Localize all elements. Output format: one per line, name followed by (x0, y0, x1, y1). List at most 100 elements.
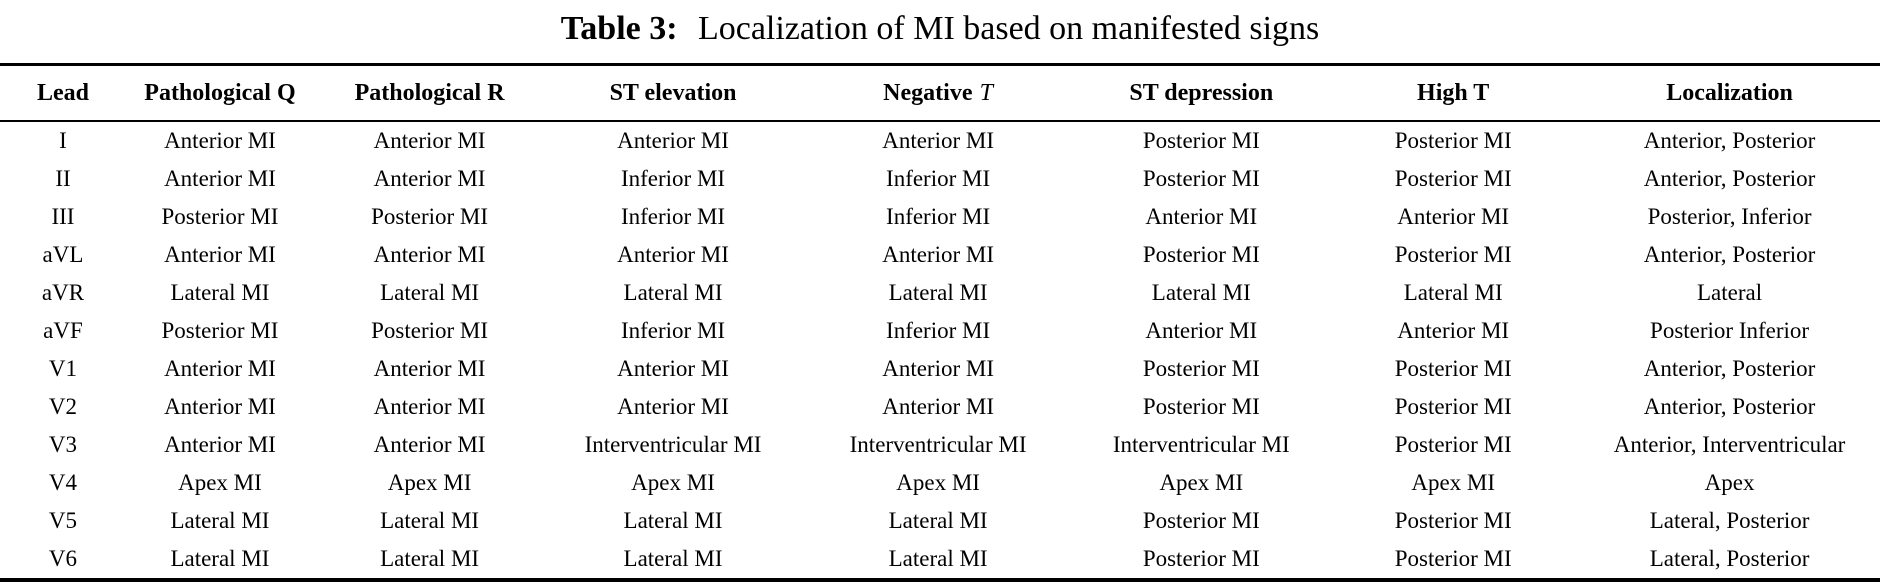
value-cell: Posterior MI (1142, 166, 1260, 191)
value-cell: Lateral MI (888, 546, 988, 571)
value-cell: Lateral, Posterior (1649, 508, 1810, 533)
value-cell: Posterior MI (1394, 242, 1512, 267)
value-cell: Lateral, Posterior (1649, 546, 1810, 571)
value-cell: Interventricular MI (849, 432, 1027, 457)
col-header-label: Pathological R (354, 79, 505, 106)
col-header-label: ST depression (1129, 79, 1274, 106)
value-cell: Lateral (1697, 280, 1763, 305)
value-cell: Posterior MI (1394, 166, 1512, 191)
value-cell: Posterior MI (1394, 432, 1512, 457)
value-cell: Lateral MI (888, 508, 988, 533)
col-header-st-depression: ST depression (1075, 64, 1328, 122)
value-cell: Anterior MI (373, 356, 486, 381)
value-cell: Anterior MI (164, 242, 276, 267)
table-row: aVR Lateral MI Lateral MI Lateral MI Lateral… (0, 274, 1880, 312)
value-cell: Anterior MI (1397, 318, 1510, 343)
value-cell: Posterior MI (1142, 546, 1260, 571)
value-cell: Posterior MI (161, 318, 279, 343)
value-cell: Apex MI (387, 470, 472, 495)
value-cell: Lateral MI (888, 280, 988, 305)
col-header-label: Pathological Q (144, 79, 296, 106)
table-row: III Posterior MI Posterior MI Inferior MI In… (0, 198, 1880, 236)
value-cell: Anterior MI (617, 356, 729, 381)
lead-cell: V3 (48, 432, 78, 457)
value-cell: Anterior MI (617, 242, 729, 267)
col-header-label: Lead (36, 79, 89, 106)
value-cell: Anterior MI (1397, 204, 1510, 229)
value-cell: Apex (1704, 470, 1755, 495)
col-header-label: Negative (883, 79, 973, 106)
value-cell: Anterior MI (882, 128, 994, 153)
value-cell: Apex MI (896, 470, 980, 495)
lead-cell: aVF (43, 318, 83, 343)
table-row: V6 Lateral MI Lateral MI Lateral MI Lateral … (0, 540, 1880, 580)
value-cell: Anterior, Posterior (1643, 128, 1816, 153)
table-row: I Anterior MI Anterior MI Anterior MI Anteri… (0, 121, 1880, 160)
value-cell: Lateral MI (170, 546, 270, 571)
value-cell: Posterior MI (371, 318, 489, 343)
value-cell: Anterior MI (164, 166, 276, 191)
table-number-label: Table 3: (560, 9, 678, 47)
value-cell: Lateral MI (170, 280, 270, 305)
lead-cell: V2 (48, 394, 78, 419)
lead-cell: V4 (48, 470, 78, 495)
table-row: V3 Anterior MI Anterior MI Interventricular… (0, 426, 1880, 464)
value-cell: Inferior MI (886, 204, 991, 229)
table-body: I Anterior MI Anterior MI Anterior MI Anteri… (0, 121, 1880, 580)
col-header-negative-t: Negative T (800, 64, 1076, 122)
value-cell: Interventricular MI (1112, 432, 1290, 457)
lead-cell: V1 (48, 356, 78, 381)
value-cell: Inferior MI (886, 166, 991, 191)
value-cell: Posterior MI (1394, 356, 1512, 381)
col-header-pathological-r: Pathological R (313, 64, 546, 122)
value-cell: Anterior MI (617, 394, 729, 419)
value-cell: Anterior, Posterior (1643, 242, 1816, 267)
table-row: V2 Anterior MI Anterior MI Anterior MI Anter… (0, 388, 1880, 426)
value-cell: Lateral MI (380, 280, 480, 305)
lead-cell: II (55, 166, 71, 191)
table-row: II Anterior MI Anterior MI Inferior MI Infer… (0, 160, 1880, 198)
value-cell: Apex MI (178, 470, 262, 495)
value-cell: Posterior MI (161, 204, 279, 229)
value-cell: Inferior MI (620, 204, 726, 229)
value-cell: Lateral MI (1403, 280, 1503, 305)
value-cell: Posterior MI (1142, 242, 1260, 267)
value-cell: Lateral MI (623, 508, 723, 533)
table-header: Lead Pathological Q Pathological R ST el… (0, 64, 1880, 122)
value-cell: Anterior MI (1145, 204, 1258, 229)
lead-cell: aVR (41, 280, 85, 305)
value-cell: Anterior MI (882, 394, 994, 419)
value-cell: Anterior MI (882, 356, 994, 381)
value-cell: Posterior Inferior (1650, 318, 1810, 343)
value-cell: Anterior MI (373, 166, 486, 191)
value-cell: Posterior MI (1394, 128, 1512, 153)
lead-cell: V5 (48, 508, 78, 533)
value-cell: Posterior MI (1394, 546, 1512, 571)
lead-cell: I (59, 128, 67, 153)
value-cell: Anterior, Posterior (1643, 166, 1816, 191)
table-caption-text: Localization of MI based on manifested s… (697, 9, 1320, 47)
col-header-italic-t: T (979, 79, 994, 106)
col-header-high-t: High T (1327, 64, 1580, 122)
value-cell: Anterior MI (164, 128, 276, 153)
value-cell: Anterior, Posterior (1643, 356, 1816, 381)
value-cell: Posterior MI (1142, 508, 1260, 533)
col-header-label: High T (1417, 79, 1490, 106)
value-cell: Lateral MI (380, 508, 480, 533)
value-cell: Anterior MI (617, 128, 729, 153)
header-row: Lead Pathological Q Pathological R ST el… (0, 64, 1880, 122)
value-cell: Posterior MI (1394, 508, 1512, 533)
col-header-localization: Localization (1579, 64, 1880, 122)
value-cell: Lateral MI (623, 280, 723, 305)
table-row: V5 Lateral MI Lateral MI Lateral MI Lateral … (0, 502, 1880, 540)
value-cell: Posterior MI (1394, 394, 1512, 419)
value-cell: Anterior MI (164, 394, 276, 419)
mi-localization-table: Lead Pathological Q Pathological R ST el… (0, 63, 1880, 582)
value-cell: Anterior MI (1145, 318, 1258, 343)
col-header-lead: Lead (0, 64, 126, 122)
value-cell: Posterior MI (371, 204, 489, 229)
value-cell: Anterior MI (882, 242, 994, 267)
table-row: aVL Anterior MI Anterior MI Anterior MI Ante… (0, 236, 1880, 274)
value-cell: Inferior MI (620, 166, 726, 191)
